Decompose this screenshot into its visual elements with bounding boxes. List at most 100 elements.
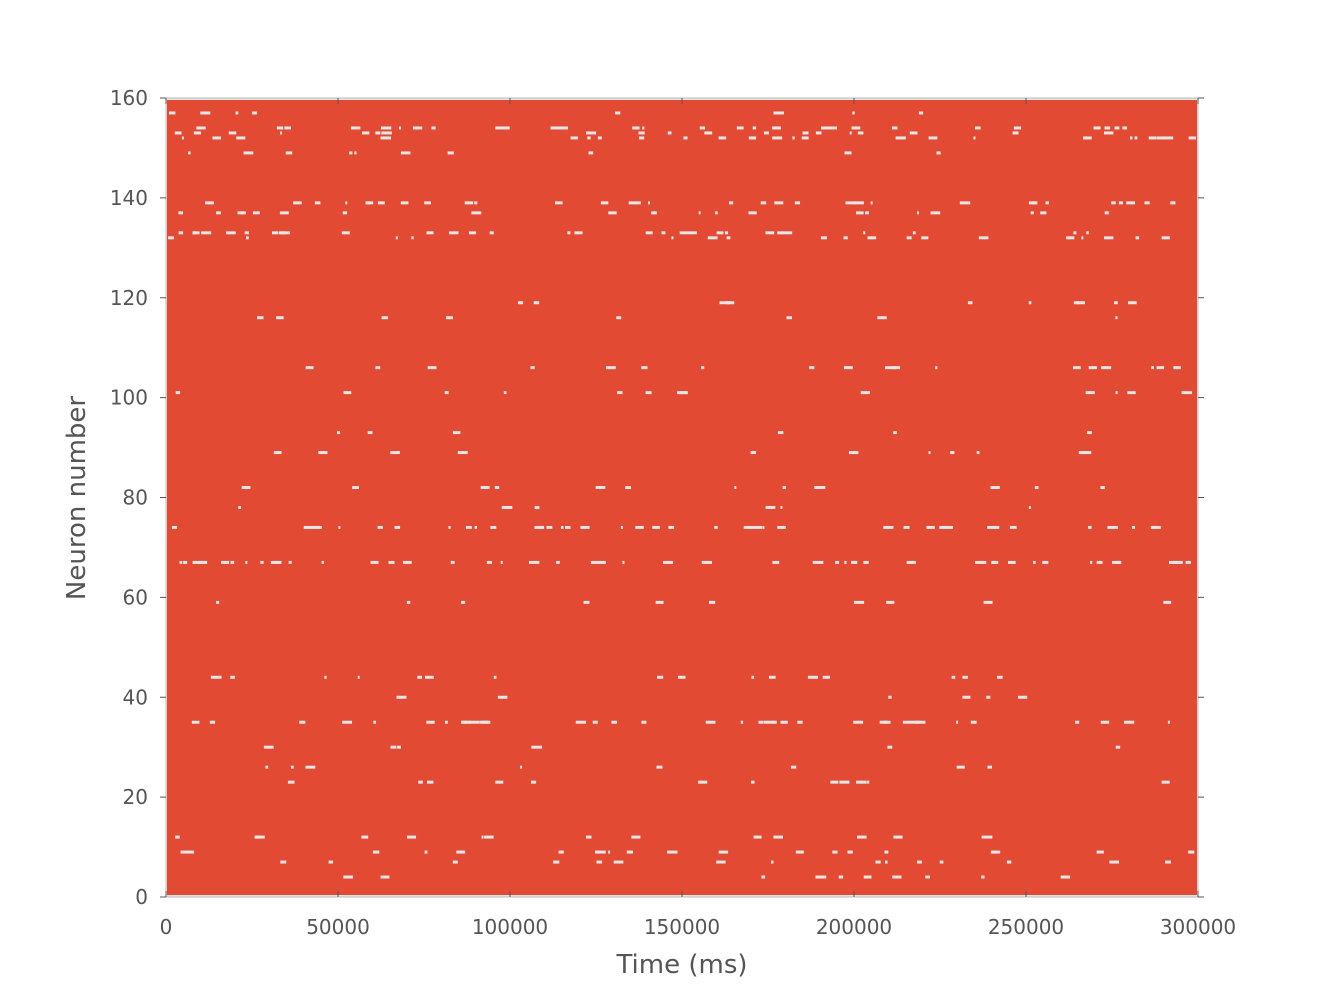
- silent-gap: [178, 231, 184, 235]
- silent-gap: [815, 486, 826, 490]
- silent-gap: [1111, 201, 1116, 205]
- x-axis-label: Time (ms): [615, 950, 747, 980]
- silent-gap: [196, 126, 206, 130]
- silent-gap: [772, 560, 780, 564]
- silent-gap: [622, 560, 625, 564]
- silent-gap: [500, 560, 503, 564]
- silent-gap: [187, 850, 195, 854]
- silent-gap: [174, 131, 182, 135]
- silent-gap: [772, 126, 781, 130]
- silent-gap: [390, 745, 397, 749]
- silent-gap: [263, 745, 274, 749]
- silent-gap: [636, 201, 641, 205]
- silent-gap: [748, 211, 757, 215]
- silent-gap: [843, 236, 848, 240]
- silent-gap: [424, 850, 428, 854]
- silent-gap: [321, 560, 325, 564]
- silent-gap: [1122, 126, 1128, 130]
- silent-gap: [1096, 560, 1103, 564]
- silent-gap: [343, 875, 354, 879]
- silent-gap: [1076, 301, 1085, 305]
- silent-gap: [349, 151, 353, 155]
- y-tick-label: 0: [135, 885, 148, 909]
- silent-gap: [396, 695, 407, 699]
- silent-gap: [1156, 136, 1166, 140]
- silent-gap: [990, 486, 1000, 490]
- silent-gap: [987, 765, 993, 769]
- silent-gap: [1124, 720, 1135, 724]
- silent-gap: [677, 391, 688, 395]
- silent-gap: [652, 525, 660, 529]
- silent-gap: [287, 780, 295, 784]
- silent-gap: [820, 236, 827, 240]
- silent-gap: [852, 111, 855, 115]
- silent-gap: [771, 860, 774, 864]
- silent-gap: [188, 151, 191, 155]
- silent-gap: [1093, 126, 1101, 130]
- silent-gap: [892, 126, 898, 130]
- silent-gap: [486, 560, 492, 564]
- silent-gap: [605, 366, 616, 370]
- x-tick-label: 100000: [472, 915, 548, 939]
- silent-gap: [1188, 850, 1195, 854]
- silent-gap: [481, 835, 484, 839]
- silent-gap: [583, 600, 590, 604]
- silent-gap: [902, 720, 914, 724]
- silent-gap: [221, 560, 230, 564]
- silent-gap: [1006, 860, 1012, 864]
- silent-gap: [418, 780, 423, 784]
- silent-gap: [707, 236, 718, 240]
- silent-gap: [917, 211, 920, 215]
- silent-gap: [912, 231, 916, 235]
- silent-gap: [377, 201, 385, 205]
- silent-gap: [372, 850, 380, 854]
- silent-gap: [645, 391, 652, 395]
- silent-gap: [653, 211, 657, 215]
- silent-gap: [588, 151, 594, 155]
- silent-gap: [520, 765, 523, 769]
- silent-gap: [180, 850, 189, 854]
- silent-gap-layer: [168, 111, 1196, 879]
- silent-gap: [254, 835, 265, 839]
- silent-gap: [699, 126, 706, 130]
- silent-gap: [613, 860, 624, 864]
- silent-gap: [714, 525, 717, 529]
- silent-gap: [844, 560, 847, 564]
- silent-gap: [1034, 486, 1039, 490]
- silent-gap: [856, 211, 864, 215]
- silent-gap: [1130, 136, 1133, 140]
- silent-gap: [280, 860, 287, 864]
- silent-gap: [716, 860, 726, 864]
- silent-gap: [236, 136, 246, 140]
- silent-gap: [975, 560, 984, 564]
- y-tick-label: 140: [110, 186, 148, 210]
- silent-gap: [424, 675, 434, 679]
- silent-gap: [448, 525, 451, 529]
- silent-gap: [903, 525, 910, 529]
- silent-gap: [815, 131, 822, 135]
- silent-gap: [1168, 560, 1178, 564]
- silent-gap: [910, 560, 913, 564]
- spike-raster: [167, 99, 1197, 896]
- silent-gap: [762, 525, 765, 529]
- silent-gap: [708, 600, 716, 604]
- silent-gap: [1163, 600, 1172, 604]
- silent-gap: [205, 201, 214, 205]
- silent-gap: [891, 366, 901, 370]
- silent-gap: [1018, 695, 1028, 699]
- silent-gap: [1114, 126, 1120, 130]
- silent-gap: [918, 111, 924, 115]
- silent-gap: [860, 391, 870, 395]
- silent-gap: [1135, 236, 1140, 240]
- silent-gap: [193, 131, 202, 135]
- silent-gap: [181, 136, 184, 140]
- silent-gap: [719, 301, 731, 305]
- x-tick-label: 0: [160, 915, 173, 939]
- silent-gap: [367, 201, 371, 205]
- silent-gap: [856, 780, 863, 784]
- silent-gap: [273, 451, 282, 455]
- silent-gap: [642, 126, 645, 130]
- silent-gap: [763, 131, 769, 135]
- silent-gap: [677, 675, 686, 679]
- silent-gap: [883, 720, 891, 724]
